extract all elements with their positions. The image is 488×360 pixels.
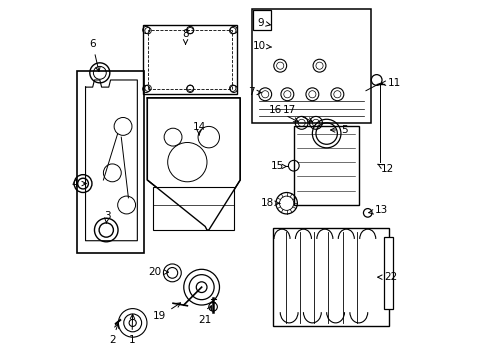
Bar [142,24,237,94]
Text: 2: 2 [109,324,119,345]
Text: 6: 6 [89,39,100,72]
Text: 10: 10 [252,41,271,51]
Text: 5: 5 [330,125,347,135]
Text: 20: 20 [147,267,168,277]
Text: 18: 18 [260,198,279,208]
Bar [77,71,143,253]
Bar [153,187,233,230]
Text: 13: 13 [368,205,387,215]
Text: 11: 11 [381,78,400,88]
Bar [293,126,358,205]
Bar [251,9,370,123]
Bar [253,10,271,30]
Text: 3: 3 [103,211,110,224]
Bar [148,30,231,89]
Text: 1: 1 [128,314,135,345]
Text: 14: 14 [192,122,205,135]
Text: 9: 9 [257,18,270,28]
Text: 7: 7 [247,87,261,98]
Bar [383,237,392,309]
Text: 21: 21 [198,306,211,325]
Text: 16: 16 [269,105,298,122]
Text: 8: 8 [182,28,188,44]
Text: 19: 19 [153,303,180,321]
Bar [272,228,388,327]
Text: 22: 22 [377,272,397,282]
Text: 15: 15 [270,161,286,171]
Text: 12: 12 [377,164,393,174]
Text: 4: 4 [71,179,86,189]
Polygon shape [147,98,240,230]
Text: 17: 17 [283,105,312,122]
